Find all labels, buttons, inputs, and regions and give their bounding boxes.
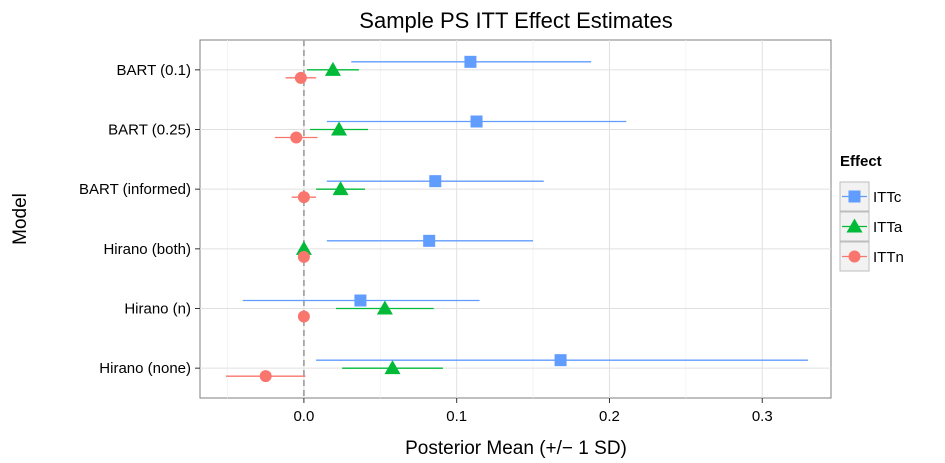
series-ittn <box>225 71 318 383</box>
ittc-point <box>464 55 477 68</box>
legend: Effect ITTc ITTa ITTn <box>839 153 904 272</box>
ittc-point <box>429 175 442 188</box>
itta-point <box>376 300 393 315</box>
plot-panel <box>199 39 832 399</box>
y-tick-label: Hirano (none) <box>99 360 191 377</box>
ittn-point <box>297 250 310 263</box>
itta-point <box>324 61 341 76</box>
x-tick-label: 0.2 <box>599 408 620 425</box>
ittc-point <box>554 354 567 367</box>
ittc-point <box>423 234 436 247</box>
legend-key-marker <box>848 250 861 263</box>
itta-point <box>332 181 349 196</box>
y-tick-label: Hirano (both) <box>103 241 191 258</box>
x-tick-label: 0.1 <box>446 408 467 425</box>
y-tick-label: BART (0.1) <box>117 62 191 79</box>
y-axis-title: Model <box>10 193 31 245</box>
y-tick-label: BART (0.25) <box>108 122 191 139</box>
legend-key-marker <box>848 190 861 203</box>
ittn-point <box>259 370 272 383</box>
legend-item-ittn: ITTn <box>839 241 904 272</box>
ittn-point <box>290 131 303 144</box>
itta-point <box>331 121 348 136</box>
x-axis-ticks: 0.0 0.1 0.2 0.3 <box>293 398 773 425</box>
ittc-point <box>470 115 483 128</box>
chart-title: Sample PS ITT Effect Estimates <box>359 8 672 33</box>
y-axis-ticks: BART (0.1) BART (0.25) BART (informed) Hira… <box>79 62 200 377</box>
plot-area <box>199 39 832 399</box>
legend-item-itta: ITTa <box>839 211 903 242</box>
legend-title: Effect <box>840 153 882 170</box>
series-ittc <box>242 55 809 367</box>
ittn-point <box>294 71 307 84</box>
legend-key-marker <box>846 218 863 233</box>
itta-point <box>295 240 312 255</box>
y-tick-label: BART (informed) <box>79 181 191 198</box>
series-itta <box>295 61 443 375</box>
y-tick-label: Hirano (n) <box>124 301 191 318</box>
x-tick-label: 0.3 <box>752 408 773 425</box>
legend-label: ITTc <box>873 189 902 206</box>
legend-item-ittc: ITTc <box>839 181 902 212</box>
ittc-point <box>354 294 367 307</box>
x-axis-title: Posterior Mean (+/− 1 SD) <box>405 438 627 459</box>
legend-label: ITTn <box>873 249 904 266</box>
ittn-point <box>297 310 310 323</box>
x-tick-label: 0.0 <box>293 408 314 425</box>
ittn-point <box>297 191 310 204</box>
itta-point <box>384 360 401 375</box>
legend-label: ITTa <box>873 219 903 236</box>
